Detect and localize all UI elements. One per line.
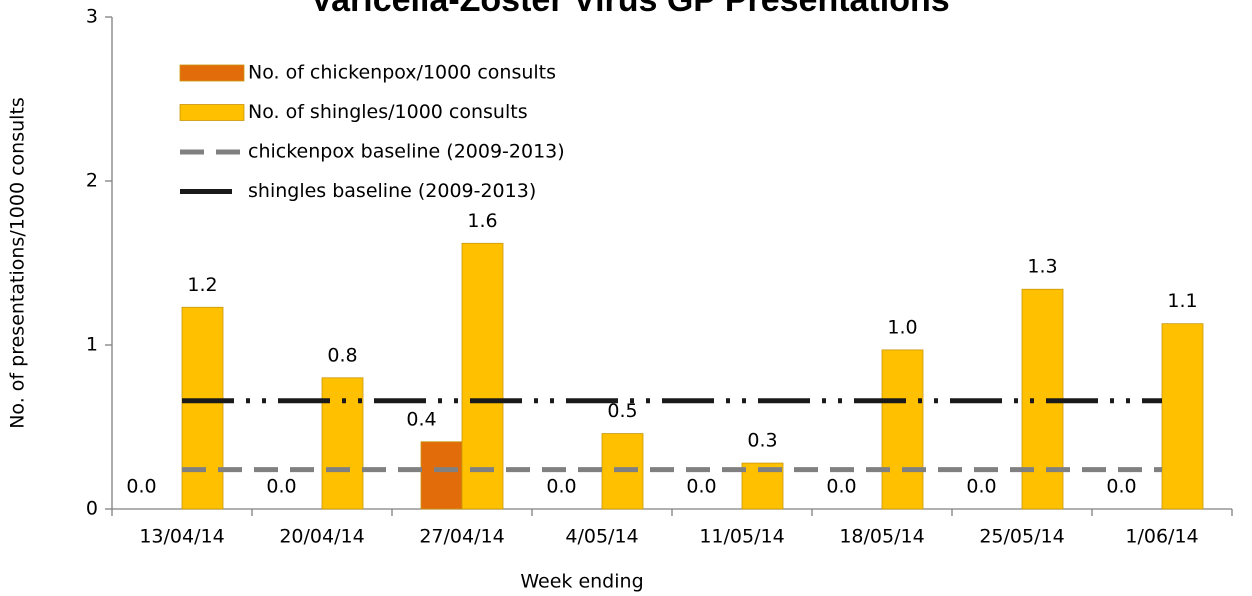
y-tick-label: 1 [86,334,98,356]
x-tick-label: 27/04/14 [419,526,504,548]
value-label: 1.3 [1027,256,1057,278]
value-label: 0.0 [126,476,156,498]
value-label: 1.6 [467,210,497,232]
value-label: 0.8 [327,344,357,366]
bar [881,349,924,510]
legend-label: chickenpox baseline (2009-2013) [248,141,565,163]
bar [461,242,504,510]
x-axis-label: Week ending [520,571,643,593]
bar [321,377,364,510]
value-label: 0.3 [747,430,777,452]
value-label: 0.0 [1106,476,1136,498]
value-label: 0.0 [826,476,856,498]
x-tick-label: 4/05/14 [565,526,638,548]
value-label: 0.0 [546,476,576,498]
x-tick-label: 11/05/14 [699,526,784,548]
value-label: 0.0 [966,476,996,498]
value-label: 1.1 [1167,290,1197,312]
legend-swatch [179,64,245,82]
value-label: 0.4 [406,408,436,430]
legend-label: No. of shingles/1000 consults [248,101,528,123]
bar [420,441,463,510]
x-tick-label: 1/06/14 [1125,526,1198,548]
x-tick-label: 20/04/14 [279,526,364,548]
value-label: 1.2 [187,274,217,296]
value-label: 1.0 [887,316,917,338]
legend-swatch [179,104,245,121]
y-tick-label: 3 [86,6,98,28]
y-axis-label: No. of presentations/1000 consults [7,97,29,429]
x-tick-label: 25/05/14 [979,526,1064,548]
x-tick-label: 18/05/14 [839,526,924,548]
chart-title: Varicella-Zoster Virus GP Presentations [310,0,949,19]
y-tick-label: 0 [86,498,98,520]
value-label: 0.0 [686,476,716,498]
value-label: 0.5 [607,400,637,422]
legend-label: shingles baseline (2009-2013) [248,180,536,202]
bar [181,306,224,510]
legend-label: No. of chickenpox/1000 consults [248,62,556,84]
x-tick-label: 13/04/14 [139,526,224,548]
value-label: 0.0 [266,476,296,498]
bar [1161,323,1204,510]
y-tick-label: 2 [86,170,98,192]
